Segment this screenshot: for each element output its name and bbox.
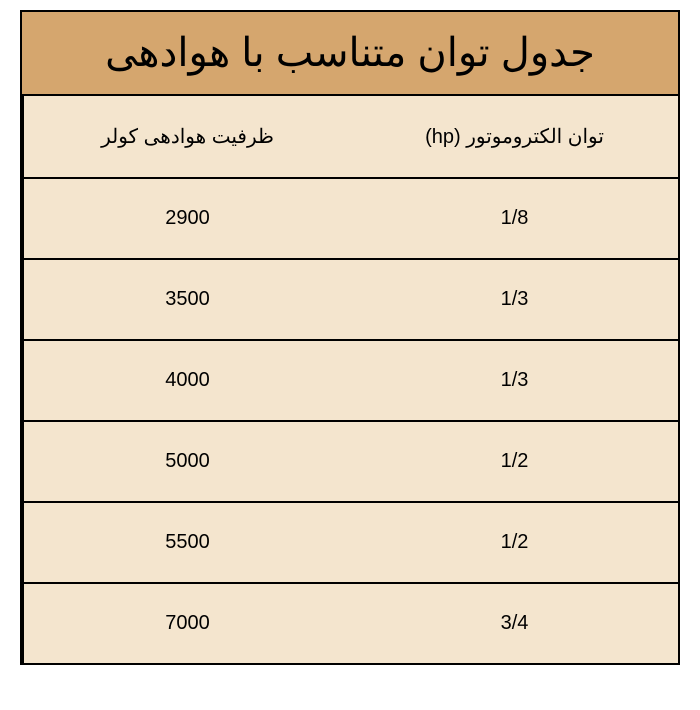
table-row: 5000 1/2	[22, 422, 678, 503]
cell-capacity: 7000	[22, 584, 351, 663]
cell-power: 1/8	[351, 179, 678, 258]
cell-power: 1/3	[351, 341, 678, 420]
cell-capacity: 5500	[22, 503, 351, 582]
table-row: 7000 3/4	[22, 584, 678, 663]
cell-capacity: 2900	[22, 179, 351, 258]
table-row: 5500 1/2	[22, 503, 678, 584]
cell-power: 1/2	[351, 503, 678, 582]
table-header-row: ظرفیت هوادهی کولر توان الکتروموتور (hp)	[22, 96, 678, 179]
table-row: 3500 1/3	[22, 260, 678, 341]
table-row: 4000 1/3	[22, 341, 678, 422]
cell-capacity: 4000	[22, 341, 351, 420]
column-header-power: توان الکتروموتور (hp)	[351, 96, 678, 177]
cell-power: 1/3	[351, 260, 678, 339]
cell-capacity: 5000	[22, 422, 351, 501]
cell-capacity: 3500	[22, 260, 351, 339]
cell-power: 3/4	[351, 584, 678, 663]
table-title: جدول توان متناسب با هوادهی	[22, 12, 678, 96]
power-table: جدول توان متناسب با هوادهی ظرفیت هوادهی …	[20, 10, 680, 665]
table-row: 2900 1/8	[22, 179, 678, 260]
cell-power: 1/2	[351, 422, 678, 501]
column-header-capacity: ظرفیت هوادهی کولر	[22, 96, 351, 177]
